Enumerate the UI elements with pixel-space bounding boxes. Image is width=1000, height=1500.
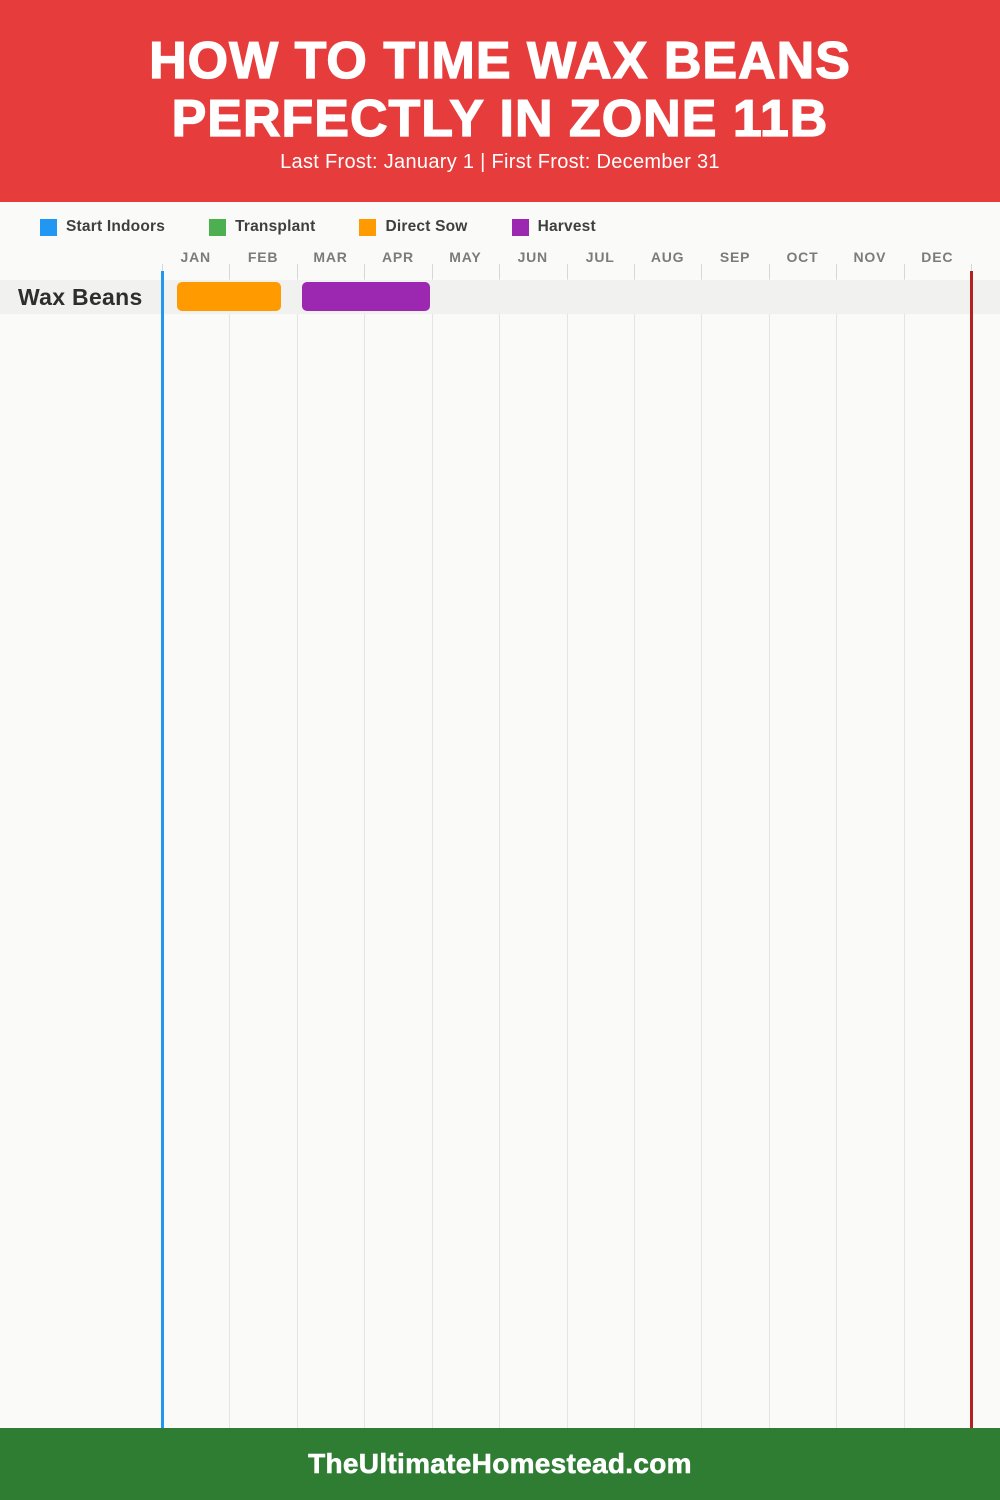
legend-swatch-harvest <box>511 218 529 236</box>
month-tick <box>701 264 703 279</box>
month-label-mar: MAR <box>313 249 348 265</box>
month-label-feb: FEB <box>247 249 279 265</box>
month-gridline <box>768 264 770 1428</box>
month-tick <box>364 264 366 279</box>
month-gridline <box>364 264 366 1428</box>
month-label-nov: NOV <box>853 249 887 265</box>
month-tick <box>903 264 905 279</box>
month-gridline <box>499 264 501 1428</box>
month-gridline <box>296 264 298 1428</box>
month-tick <box>431 264 433 279</box>
legend-swatch-start-indoors <box>40 218 57 236</box>
month-label-apr: APR <box>381 249 414 265</box>
legend-label-transplant: Transplant <box>235 218 316 235</box>
month-gridline <box>566 264 568 1428</box>
month-gridline <box>633 264 635 1428</box>
month-gridline <box>836 264 838 1428</box>
legend-swatch-direct-sow <box>359 218 377 236</box>
month-tick <box>499 264 501 279</box>
legend-item-start-indoors: Start Indoors <box>40 218 165 236</box>
website-url: TheUltimateHomestead.com <box>308 1448 692 1480</box>
month-label-dec: DEC <box>921 249 954 265</box>
bar-harvest <box>302 282 431 311</box>
frost-dates-subtitle: Last Frost: January 1 | First Frost: Dec… <box>280 151 720 173</box>
legend-label-harvest: Harvest <box>537 218 596 235</box>
crop-name-label: Wax Beans <box>18 284 143 310</box>
month-label-jul: JUL <box>585 249 615 265</box>
month-label-oct: OCT <box>786 249 819 265</box>
legend-label-direct-sow: Direct Sow <box>385 218 468 235</box>
legend-label-start-indoors: Start Indoors <box>66 218 166 235</box>
month-tick <box>566 264 568 279</box>
month-label-sep: SEP <box>719 249 751 265</box>
header: HOW TO TIME WAX BEANS PERFECTLY IN ZONE … <box>0 0 1000 202</box>
month-tick <box>296 264 298 279</box>
legend-item-transplant: Transplant <box>209 218 315 236</box>
month-label-jan: JAN <box>180 249 211 265</box>
month-label-jun: JUN <box>517 249 548 265</box>
bar-direct-sow <box>176 282 282 311</box>
page-title: HOW TO TIME WAX BEANS PERFECTLY IN ZONE … <box>0 0 1000 148</box>
page-title-line1: HOW TO TIME WAX BEANS <box>148 31 851 90</box>
month-tick <box>633 264 635 279</box>
month-tick <box>768 264 770 279</box>
month-gridline <box>229 264 231 1428</box>
month-gridline <box>701 264 703 1428</box>
first-frost-line <box>969 271 973 1428</box>
crop-row <box>0 280 1000 314</box>
month-tick <box>836 264 838 279</box>
month-gridline <box>903 264 905 1428</box>
last-frost-line <box>160 271 164 1428</box>
legend-swatch-transplant <box>209 218 227 236</box>
month-tick <box>229 264 231 279</box>
page-title-line2: PERFECTLY IN ZONE 11B <box>171 89 829 148</box>
legend: Start Indoors Transplant Direct Sow Harvest <box>40 214 596 240</box>
month-label-aug: AUG <box>650 249 685 265</box>
legend-item-harvest: Harvest <box>511 218 596 236</box>
month-gridline <box>431 264 433 1428</box>
month-label-may: MAY <box>449 249 482 265</box>
legend-item-direct-sow: Direct Sow <box>359 218 467 236</box>
footer: TheUltimateHomestead.com <box>0 1428 1000 1500</box>
